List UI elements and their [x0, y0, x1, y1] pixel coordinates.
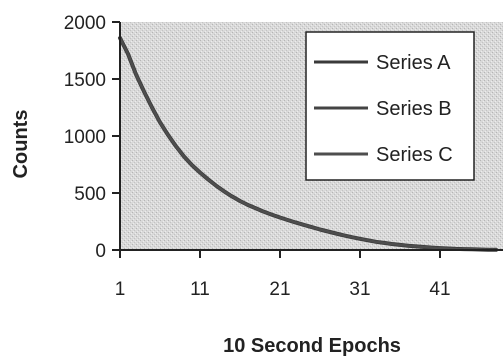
- y-tick-label: 500: [74, 184, 106, 205]
- series-lines: [118, 36, 498, 252]
- x-tick-label: 31: [349, 279, 370, 300]
- legend-label: Series B: [376, 98, 452, 120]
- x-axis-ticks: 1 11 21 31 41: [115, 250, 451, 300]
- legend-label: Series A: [376, 52, 451, 74]
- legend-label: Series C: [376, 144, 453, 166]
- legend: Series A Series B Series C: [305, 31, 475, 181]
- y-tick-label: 1000: [64, 127, 106, 148]
- y-tick-label: 0: [95, 241, 106, 262]
- y-axis-title: Counts: [10, 110, 32, 179]
- series-line-c: [118, 36, 498, 252]
- legend-items: Series A Series B Series C: [314, 52, 453, 166]
- x-tick-label: 21: [269, 279, 290, 300]
- y-axis-ticks: 0 500 1000 1500 2000: [64, 13, 120, 262]
- y-tick-label: 2000: [64, 13, 106, 34]
- y-tick-label: 1500: [64, 70, 106, 91]
- x-tick-label: 1: [115, 279, 126, 300]
- x-tick-label: 41: [429, 279, 450, 300]
- x-tick-label: 11: [190, 279, 210, 300]
- x-axis-title: 10 Second Epochs: [223, 335, 401, 357]
